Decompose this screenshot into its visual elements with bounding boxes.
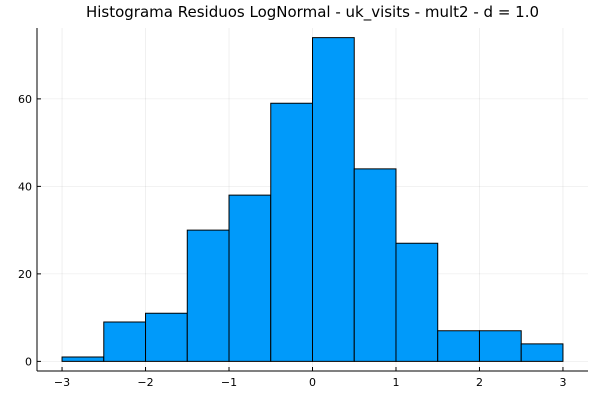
x-tick-label: 2 <box>476 376 483 389</box>
x-tick-label: −3 <box>54 376 70 389</box>
y-tick-label: 20 <box>18 268 32 281</box>
histogram-bar <box>437 330 480 362</box>
histogram-bar <box>270 102 313 362</box>
histogram-bar <box>520 343 564 362</box>
y-tick-label: 0 <box>25 355 32 368</box>
histogram-bar <box>186 229 230 362</box>
x-tick-label: 0 <box>309 376 316 389</box>
histogram-bar <box>395 242 439 362</box>
x-tick-labels: −3 −2 −1 0 1 2 3 <box>54 376 567 389</box>
x-tick-label: 1 <box>392 376 399 389</box>
x-tick-label: −2 <box>137 376 153 389</box>
y-tick-label: 60 <box>18 93 32 106</box>
histogram-bar <box>353 168 397 362</box>
bars <box>61 37 564 362</box>
x-tick-label: −1 <box>221 376 237 389</box>
y-tick-label: 40 <box>18 180 32 193</box>
x-tick-label: 3 <box>559 376 566 389</box>
histogram-bar <box>312 37 355 362</box>
histogram-bar <box>61 356 105 362</box>
axes <box>36 28 588 372</box>
histogram-bar <box>478 330 522 362</box>
histogram-bar <box>103 321 147 362</box>
y-tick-labels: 0 20 40 60 <box>18 93 32 369</box>
histogram-bar <box>145 312 188 362</box>
chart-title: Histograma Residuos LogNormal - uk_visit… <box>86 3 539 22</box>
histogram-bar <box>228 194 272 362</box>
